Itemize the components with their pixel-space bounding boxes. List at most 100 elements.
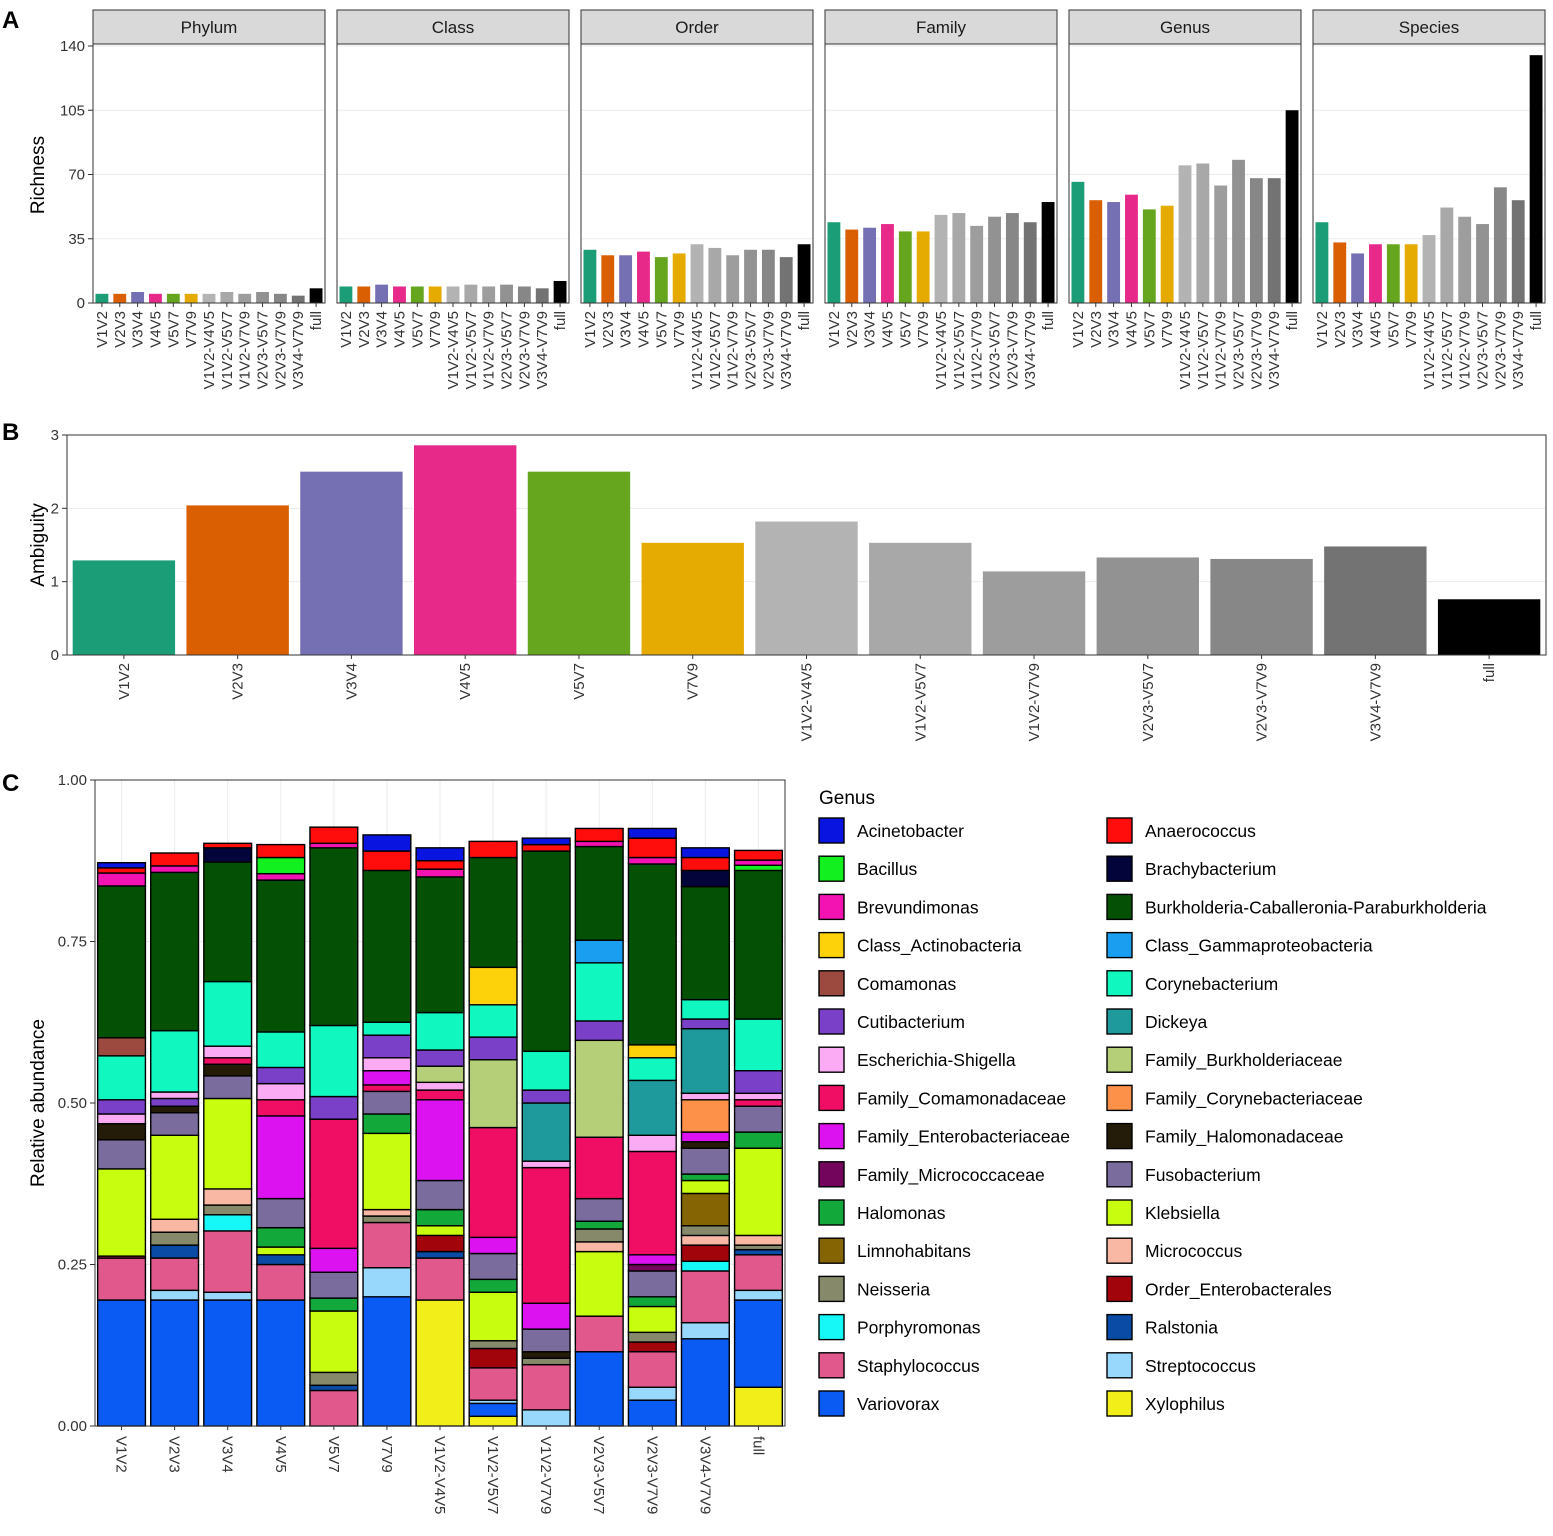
segment-xylophilus: [733, 1386, 784, 1427]
bar-ambiguity-v2v3: [186, 505, 289, 655]
legend-item-brachybacterium: Brachybacterium: [1106, 855, 1276, 882]
legend-label: Family_Comamonadaceae: [857, 1088, 1066, 1109]
segment-cutibacterium: [150, 1097, 200, 1107]
segment-family-halomonadaceae: [680, 1141, 730, 1149]
segment-cutibacterium: [309, 1095, 359, 1120]
legend-label: Neisseria: [857, 1279, 930, 1299]
segment-cutibacterium: [574, 1020, 624, 1042]
segment-variovorax: [96, 1299, 147, 1427]
stack-v2v3-v5v7: [574, 827, 624, 1427]
bar-genus-v1v2-v7v9: [1214, 185, 1228, 303]
bar-family-v1v2: [827, 222, 841, 303]
bar-ambiguity-v1v2-v5v7: [869, 542, 972, 655]
segment-variovorax: [680, 1338, 730, 1427]
segment-escherichia-shigella: [362, 1057, 412, 1072]
bar-family-v2v3-v7v9: [1005, 213, 1019, 303]
bar-genus-full: [1285, 110, 1299, 303]
segment-cutibacterium: [362, 1034, 412, 1059]
segment-klebsiella: [203, 1097, 253, 1190]
segment-staphylococcus: [96, 1257, 147, 1301]
segment-limnohabitans: [680, 1192, 730, 1227]
segment-acinetobacter: [680, 847, 730, 859]
segment-halomonas: [468, 1278, 518, 1293]
legend-item-order-enterobacterales: Order_Enterobacterales: [1106, 1275, 1332, 1303]
xtick-label-v4v5: V4V5: [391, 311, 408, 348]
xtick-label-v2v3-v7v9: V2V3-V7V9: [1248, 311, 1265, 389]
bar-species-v7v9: [1404, 244, 1418, 303]
segment-order-enterobacterales: [468, 1347, 518, 1369]
xtick-label-v4v5: V4V5: [1367, 311, 1384, 348]
xtick-label-v4v5: V4V5: [1123, 311, 1140, 348]
xtick-label-full: full: [796, 311, 813, 330]
bar-ambiguity-v2v3-v5v7: [1096, 557, 1200, 655]
xtick-label-v3v4-v7v9: V3V4-V7V9: [1266, 311, 1283, 389]
stack-v1v2-v5v7: [468, 840, 518, 1427]
xtick-label-v3v4: V3V4: [1350, 311, 1367, 348]
segment-halomonas: [574, 1220, 624, 1230]
segment-corynebacterium: [309, 1024, 359, 1098]
segment-family-halomonadaceae: [96, 1122, 147, 1141]
legend-label: Family_Burkholderiaceae: [1145, 1050, 1342, 1071]
legend-label: Staphylococcus: [857, 1356, 980, 1376]
segment-family-comamonadaceae: [574, 1136, 624, 1200]
bar-genus-v3v4-v7v9: [1267, 178, 1281, 303]
segment-corynebacterium: [680, 998, 730, 1020]
xtick-label-v2v3-v7v9: V2V3-V7V9: [516, 311, 533, 389]
stack-full: [733, 849, 784, 1427]
xtick-label-v2v3-v5v7: V2V3-V5V7: [590, 1436, 607, 1514]
legend-swatch: [1106, 1122, 1133, 1150]
legend-swatch: [818, 1122, 845, 1150]
facet-strip: [1068, 9, 1302, 45]
xtick-label-v2v3: V2V3: [356, 311, 373, 348]
legend-item-halomonas: Halomonas: [818, 1199, 946, 1226]
bar-order-v1v2-v7v9: [726, 255, 740, 303]
bar-class-v1v2-v5v7: [464, 284, 478, 303]
segment-ralstonia: [309, 1384, 359, 1392]
legend-swatch: [818, 817, 845, 844]
segment-streptococcus: [521, 1409, 571, 1427]
legend-title: Genus: [819, 788, 875, 809]
xtick-label-v1v2: V1V2: [826, 311, 843, 348]
segment-anaerococcus: [256, 843, 306, 859]
legend-item-family-micrococcaceae: Family_Micrococcaceae: [818, 1161, 1045, 1188]
segment-family-enterobacteriaceae: [256, 1115, 306, 1200]
facet-strip: [824, 9, 1058, 45]
segment-fusobacterium: [468, 1252, 518, 1281]
segment-streptococcus: [150, 1289, 200, 1301]
bar-class-v2v3: [357, 286, 371, 303]
segment-porphyromonas: [203, 1214, 253, 1232]
segment-class-gammaproteobacteria: [574, 939, 624, 964]
segment-halomonas: [733, 1131, 784, 1149]
segment-staphylococcus: [574, 1315, 624, 1353]
legend-swatch: [818, 1008, 845, 1035]
segment-ralstonia: [150, 1244, 200, 1259]
segment-staphylococcus: [256, 1263, 306, 1301]
bar-ambiguity-v1v2-v7v9: [982, 571, 1086, 655]
legend-label: Escherichia-Shigella: [857, 1050, 1016, 1070]
segment-variovorax: [362, 1296, 412, 1427]
bar-order-v7v9: [672, 253, 686, 303]
xtick-label-v7v9: V7V9: [1159, 311, 1176, 348]
segment-escherichia-shigella: [680, 1092, 730, 1101]
segment-staphylococcus: [362, 1221, 412, 1269]
segment-fusobacterium: [627, 1270, 677, 1298]
facet-panel-background: [93, 44, 325, 303]
legend-swatch: [1106, 1084, 1133, 1112]
segment-burkholderia-caballeronia-paraburkholderia: [150, 871, 200, 1032]
bar-genus-v2v3-v5v7: [1232, 159, 1245, 303]
segment-staphylococcus: [468, 1367, 518, 1401]
xtick-label-v5v7: V5V7: [1385, 311, 1402, 348]
bar-genus-v7v9: [1160, 205, 1174, 303]
xtick-label-v1v2-v4v5: V1V2-V4V5: [431, 1436, 448, 1514]
legend-label: Family_Enterobacteriaceae: [857, 1127, 1070, 1148]
legend-swatch: [1106, 1046, 1133, 1073]
segment-family-burkholderiaceae: [415, 1065, 465, 1084]
xtick-label-v1v2: V1V2: [116, 663, 133, 700]
bar-order-v1v2: [583, 249, 597, 303]
segment-escherichia-shigella: [415, 1081, 465, 1091]
legend-item-porphyromonas: Porphyromonas: [818, 1313, 981, 1341]
bar-order-v3v4: [619, 255, 633, 303]
